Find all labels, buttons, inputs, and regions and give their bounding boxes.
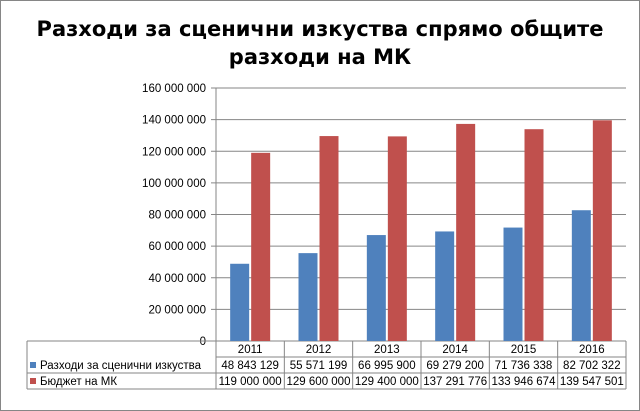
x-category-label: 2012 bbox=[306, 344, 332, 356]
data-label: 137 291 776 bbox=[423, 376, 487, 388]
data-label: 129 600 000 bbox=[287, 376, 351, 388]
bar bbox=[592, 120, 612, 341]
data-label: 71 736 338 bbox=[495, 360, 553, 372]
y-tick-label: 60 000 000 bbox=[148, 241, 206, 253]
x-category-label: 2011 bbox=[238, 344, 263, 356]
bar bbox=[251, 152, 271, 341]
y-tick-label: 0 bbox=[200, 336, 206, 348]
data-label: 82 702 322 bbox=[563, 360, 621, 372]
legend-series-name: Бюджет на МК bbox=[40, 376, 117, 388]
chart-title-line2: разходи на МК bbox=[229, 45, 411, 69]
data-label: 119 000 000 bbox=[219, 376, 282, 388]
bar bbox=[319, 136, 339, 341]
bar bbox=[387, 136, 407, 341]
bar bbox=[435, 231, 455, 341]
data-label: 69 279 200 bbox=[426, 360, 484, 372]
legend-key bbox=[30, 362, 36, 368]
chart-title-line1: Разходи за сценични изкуства спрямо общи… bbox=[37, 17, 604, 41]
bar bbox=[230, 263, 250, 341]
x-category-label: 2014 bbox=[442, 344, 468, 356]
bar bbox=[503, 227, 523, 341]
bar bbox=[298, 253, 318, 341]
y-tick-label: 20 000 000 bbox=[148, 304, 206, 316]
legend-key bbox=[30, 378, 36, 384]
data-label: 55 571 199 bbox=[290, 360, 348, 372]
y-tick-label: 80 000 000 bbox=[148, 210, 206, 222]
legend-series-name: Разходи за сценични изкуства bbox=[40, 360, 202, 372]
gridlines bbox=[216, 87, 626, 342]
bar bbox=[524, 129, 544, 341]
x-category-label: 2015 bbox=[511, 344, 537, 356]
bar bbox=[366, 235, 386, 341]
data-label: 129 400 000 bbox=[355, 376, 419, 388]
x-category-label: 2016 bbox=[579, 344, 605, 356]
data-label: 139 547 501 bbox=[560, 376, 624, 388]
y-axis: 0 20 000 000 40 000 000 60 000 000 80 000 00… bbox=[142, 83, 217, 348]
y-tick-label: 100 000 000 bbox=[142, 178, 206, 190]
data-table: 2011 2012 2013 2014 2015 2016 Разходи за сцени… bbox=[26, 340, 627, 390]
data-label: 48 843 129 bbox=[221, 360, 279, 372]
data-label: 66 995 900 bbox=[358, 360, 416, 372]
y-tick-label: 140 000 000 bbox=[142, 115, 206, 127]
data-label: 133 946 674 bbox=[492, 376, 557, 388]
y-tick-label: 120 000 000 bbox=[142, 146, 206, 158]
bar bbox=[456, 123, 476, 341]
x-category-label: 2013 bbox=[374, 344, 400, 356]
y-tick-label: 160 000 000 bbox=[142, 83, 206, 95]
bar bbox=[571, 210, 591, 341]
bars bbox=[230, 120, 612, 341]
y-tick-label: 40 000 000 bbox=[148, 273, 206, 285]
